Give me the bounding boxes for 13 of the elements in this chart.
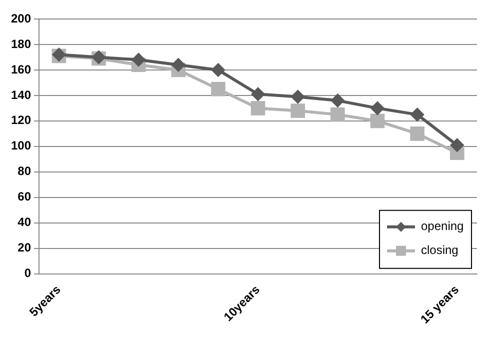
y-tick-label: 140: [10, 88, 32, 102]
y-tick-label: 120: [10, 113, 32, 128]
legend-label: opening: [421, 219, 464, 234]
y-tick-label: 180: [10, 36, 32, 51]
y-tick-label: 40: [18, 215, 32, 230]
y-tick-label: 200: [10, 11, 32, 26]
legend-label: closing: [421, 243, 458, 258]
y-tick-label: 80: [18, 164, 32, 178]
y-tick-label: 160: [10, 62, 32, 76]
y-tick-label: 60: [18, 190, 32, 204]
y-tick-label: 100: [10, 138, 32, 153]
y-tick-label: 0: [24, 266, 32, 280]
y-tick-label: 20: [18, 240, 32, 255]
